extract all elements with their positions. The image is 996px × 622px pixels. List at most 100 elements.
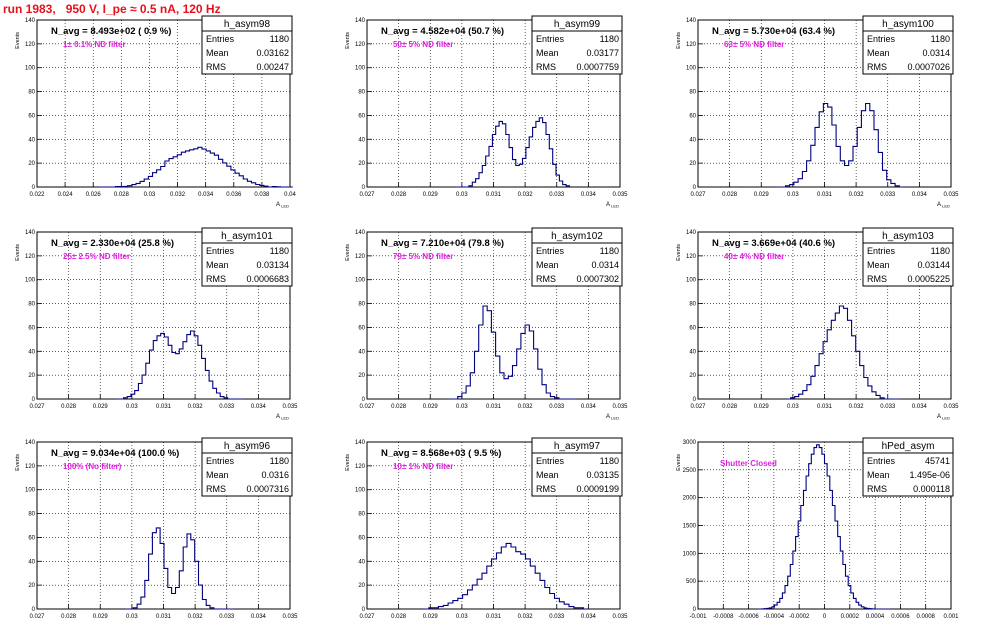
y-tick-label: 80 bbox=[358, 512, 365, 518]
stats-key: Entries bbox=[206, 456, 235, 466]
x-tick-label: 0.028 bbox=[722, 404, 738, 410]
stats-key: Mean bbox=[206, 48, 229, 58]
y-axis-title: Events bbox=[345, 32, 351, 49]
x-axis-title: A LED bbox=[606, 414, 619, 421]
stats-key: Entries bbox=[867, 246, 896, 256]
histogram-panel-h_asym102: 0.027 0.028 0.029 0.03 0.031 0.032 0.033 0.034 0… bbox=[345, 227, 628, 421]
stats-value: 0.0005225 bbox=[907, 274, 950, 284]
y-tick-label: 60 bbox=[689, 113, 696, 119]
stats-key: Mean bbox=[536, 470, 559, 480]
x-tick-label: 0.03 bbox=[456, 192, 468, 198]
n-avg-label: N_avg = 7.210e+04 (79.8 %) bbox=[381, 238, 504, 249]
x-tick-label: -0.0006 bbox=[738, 614, 759, 620]
stats-title: hPed_asym bbox=[882, 441, 935, 452]
x-tick-label: 0.034 bbox=[251, 614, 267, 620]
stats-title: h_asym98 bbox=[224, 19, 271, 30]
filter-label: 1± 0.1% ND filter bbox=[63, 40, 126, 49]
x-tick-label: 0.035 bbox=[612, 404, 628, 410]
y-tick-label: 40 bbox=[689, 137, 696, 143]
stats-value: 1180 bbox=[270, 246, 289, 256]
stats-key: Entries bbox=[536, 34, 565, 44]
x-tick-label: -0.0002 bbox=[789, 614, 810, 620]
y-tick-label: 60 bbox=[28, 535, 35, 541]
x-tick-label: 0.031 bbox=[817, 404, 833, 410]
stats-key: Entries bbox=[536, 456, 565, 466]
x-tick-label: 0.028 bbox=[61, 404, 77, 410]
stats-title: h_asym102 bbox=[551, 231, 603, 242]
stats-key: RMS bbox=[536, 274, 556, 284]
x-tick-label: 0.026 bbox=[86, 192, 102, 198]
stats-key: Mean bbox=[206, 470, 229, 480]
y-tick-label: 0 bbox=[362, 397, 366, 403]
stats-key: RMS bbox=[206, 274, 226, 284]
x-tick-label: 0.022 bbox=[29, 192, 45, 198]
y-tick-label: 2000 bbox=[683, 496, 697, 502]
y-tick-label: 80 bbox=[689, 302, 696, 308]
x-tick-label: 0.03 bbox=[456, 614, 468, 620]
stats-key: RMS bbox=[867, 484, 887, 494]
x-tick-label: -0.001 bbox=[689, 614, 707, 620]
x-tick-label: -0.0004 bbox=[764, 614, 785, 620]
n-avg-label: N_avg = 8.568e+03 ( 9.5 %) bbox=[381, 448, 501, 459]
y-tick-label: 0 bbox=[362, 607, 366, 613]
y-tick-label: 140 bbox=[355, 440, 366, 446]
x-tick-label: 0.029 bbox=[754, 404, 770, 410]
histogram-panel-h_asym101: 0.027 0.028 0.029 0.03 0.031 0.032 0.033 0.034 0… bbox=[15, 227, 298, 421]
filter-label: 40± 4% ND filter bbox=[724, 252, 784, 261]
x-axis-title: A LED bbox=[276, 202, 289, 209]
x-tick-label: 0.0004 bbox=[866, 614, 885, 620]
y-tick-label: 20 bbox=[28, 583, 35, 589]
n-avg-label: N_avg = 8.493e+02 ( 0.9 %) bbox=[51, 26, 171, 37]
x-tick-label: 0.033 bbox=[880, 192, 896, 198]
x-tick-label: 0.034 bbox=[912, 404, 928, 410]
x-tick-label: 0.031 bbox=[156, 614, 172, 620]
stats-key: RMS bbox=[206, 62, 226, 72]
y-tick-label: 80 bbox=[28, 512, 35, 518]
y-axis-title: Events bbox=[345, 454, 351, 471]
histogram-panel-h_asym99: 0.027 0.028 0.029 0.03 0.031 0.032 0.033 0.034 0… bbox=[345, 15, 628, 209]
y-tick-label: 100 bbox=[355, 488, 366, 494]
histogram-panel-h_asym97: 0.027 0.028 0.029 0.03 0.031 0.032 0.033 0.034 0… bbox=[345, 437, 628, 620]
n-avg-label: N_avg = 3.669e+04 (40.6 %) bbox=[712, 238, 835, 249]
stats-key: Mean bbox=[867, 260, 890, 270]
y-axis-title: Events bbox=[676, 32, 682, 49]
stats-value: 0.0009199 bbox=[576, 484, 619, 494]
stats-title: h_asym101 bbox=[221, 231, 273, 242]
x-tick-label: 0.035 bbox=[282, 614, 298, 620]
x-tick-label: 0.04 bbox=[284, 192, 296, 198]
y-tick-label: 20 bbox=[358, 161, 365, 167]
y-axis-title: Events bbox=[15, 32, 21, 49]
stats-value: 0.0006683 bbox=[246, 274, 289, 284]
y-tick-label: 80 bbox=[28, 302, 35, 308]
stats-title: h_asym100 bbox=[882, 19, 934, 30]
x-tick-label: 0.032 bbox=[518, 404, 534, 410]
stats-key: RMS bbox=[867, 274, 887, 284]
x-tick-label: 0.035 bbox=[612, 192, 628, 198]
x-tick-label: 0.028 bbox=[391, 614, 407, 620]
y-tick-label: 140 bbox=[355, 18, 366, 24]
x-tick-label: 0.029 bbox=[754, 192, 770, 198]
y-tick-label: 100 bbox=[25, 488, 36, 494]
stats-box bbox=[531, 227, 623, 287]
x-tick-label: 0.035 bbox=[943, 192, 959, 198]
y-tick-label: 140 bbox=[686, 18, 697, 24]
x-tick-label: 0.03 bbox=[456, 404, 468, 410]
x-tick-label: 0.035 bbox=[282, 404, 298, 410]
x-tick-label: 0.03 bbox=[787, 192, 799, 198]
x-tick-label: 0.027 bbox=[690, 404, 706, 410]
x-tick-label: 0.034 bbox=[581, 404, 597, 410]
y-tick-label: 3000 bbox=[683, 440, 697, 446]
x-tick-label: 0.0002 bbox=[841, 614, 860, 620]
y-tick-label: 100 bbox=[686, 66, 697, 72]
x-axis-title: A LED bbox=[937, 202, 950, 209]
x-tick-label: 0.03 bbox=[144, 192, 156, 198]
y-tick-label: 60 bbox=[358, 113, 365, 119]
stats-value: 1.495e-06 bbox=[909, 470, 950, 480]
y-axis-title: Events bbox=[345, 244, 351, 261]
y-tick-label: 80 bbox=[358, 90, 365, 96]
y-tick-label: 120 bbox=[355, 254, 366, 260]
y-tick-label: 120 bbox=[686, 254, 697, 260]
stats-value: 0.03134 bbox=[256, 260, 289, 270]
y-tick-label: 140 bbox=[25, 18, 36, 24]
histogram-line bbox=[116, 330, 243, 400]
